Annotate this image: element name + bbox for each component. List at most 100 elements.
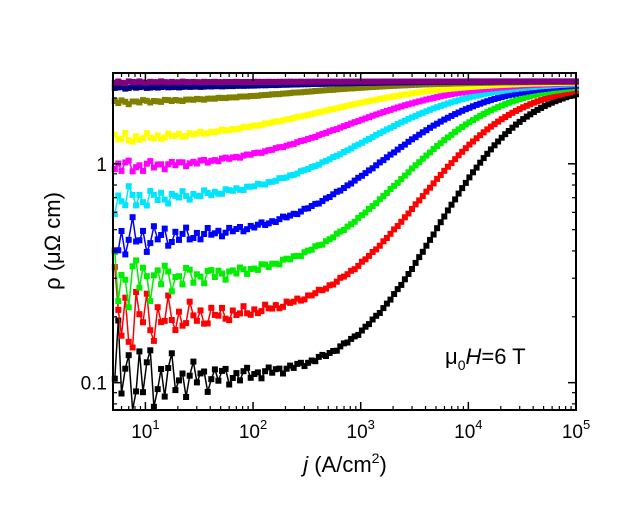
data-point — [122, 130, 129, 136]
data-point — [265, 78, 272, 85]
data-point — [183, 265, 190, 271]
data-point — [211, 78, 218, 85]
data-point — [477, 86, 484, 93]
data-point — [348, 267, 355, 274]
data-point — [297, 89, 304, 96]
data-point — [226, 94, 233, 101]
x-tick-label: 105 — [562, 417, 590, 443]
data-point — [129, 79, 136, 85]
data-point — [323, 129, 329, 136]
data-point — [115, 78, 122, 85]
data-point — [176, 236, 182, 243]
data-point — [168, 317, 175, 323]
data-point — [168, 78, 175, 85]
data-point — [344, 339, 351, 346]
data-point — [262, 368, 269, 375]
data-point — [566, 93, 573, 99]
data-point — [143, 79, 150, 86]
y-tick-label: 1 — [96, 155, 107, 176]
data-point — [437, 102, 444, 109]
data-point — [566, 78, 573, 85]
data-point — [394, 121, 401, 127]
data-point — [351, 101, 358, 108]
data-point — [125, 137, 132, 144]
data-point — [516, 106, 523, 113]
data-point — [283, 78, 290, 85]
data-point — [122, 159, 129, 166]
data-point — [308, 111, 315, 118]
data-point — [466, 84, 473, 90]
data-point — [409, 136, 415, 143]
data-point — [183, 394, 190, 400]
data-point — [502, 87, 509, 94]
data-point — [444, 163, 451, 170]
data-point — [222, 276, 229, 283]
data-point — [272, 302, 279, 309]
data-point — [448, 131, 455, 138]
data-point — [168, 132, 175, 139]
data-point — [258, 92, 265, 99]
data-point — [154, 79, 161, 86]
data-point — [172, 274, 179, 280]
data-point — [358, 99, 365, 106]
data-point — [211, 157, 218, 164]
data-point — [427, 124, 433, 131]
data-point — [434, 143, 441, 149]
data-point — [226, 317, 233, 324]
data-point — [337, 187, 344, 194]
data-point — [470, 138, 476, 145]
data-point — [287, 256, 294, 263]
data-point — [237, 310, 243, 317]
data-point — [534, 106, 541, 113]
data-point — [340, 149, 347, 155]
data-point — [165, 97, 172, 104]
annotation-value: =6 T — [481, 344, 525, 369]
data-point — [398, 103, 405, 110]
data-point — [158, 135, 165, 142]
data-point — [240, 266, 247, 273]
data-point — [237, 154, 243, 161]
data-point — [251, 224, 258, 231]
data-point — [150, 337, 157, 344]
data-point — [491, 89, 498, 96]
data-point — [495, 104, 502, 111]
data-point — [505, 99, 512, 106]
data-point — [297, 138, 304, 144]
data-point — [204, 267, 211, 274]
data-point — [527, 88, 534, 94]
data-point — [111, 79, 118, 86]
data-point — [491, 96, 498, 102]
data-point — [376, 78, 383, 85]
data-point — [383, 126, 390, 133]
data-point — [215, 94, 222, 101]
data-point — [193, 192, 200, 199]
data-point — [462, 95, 469, 102]
data-point — [115, 84, 122, 91]
series-1 — [111, 91, 579, 411]
data-point — [315, 109, 322, 116]
data-point — [305, 135, 312, 142]
data-point — [165, 161, 172, 168]
data-point — [265, 220, 272, 227]
data-point — [383, 300, 390, 307]
data-point — [480, 111, 487, 117]
data-point — [308, 292, 315, 299]
data-point — [115, 298, 122, 305]
data-point — [419, 248, 426, 255]
data-point — [204, 79, 211, 85]
data-point — [183, 83, 190, 90]
data-point — [233, 153, 240, 160]
data-point — [229, 79, 236, 85]
data-point — [344, 271, 351, 278]
data-point — [545, 78, 552, 85]
data-point — [462, 179, 469, 186]
data-point — [423, 78, 430, 85]
data-point — [538, 90, 545, 97]
data-point — [380, 109, 387, 116]
data-point — [315, 353, 322, 360]
data-point — [204, 159, 211, 166]
data-point — [301, 249, 308, 256]
data-point — [140, 135, 146, 142]
data-point — [240, 123, 247, 130]
data-point — [495, 88, 502, 95]
